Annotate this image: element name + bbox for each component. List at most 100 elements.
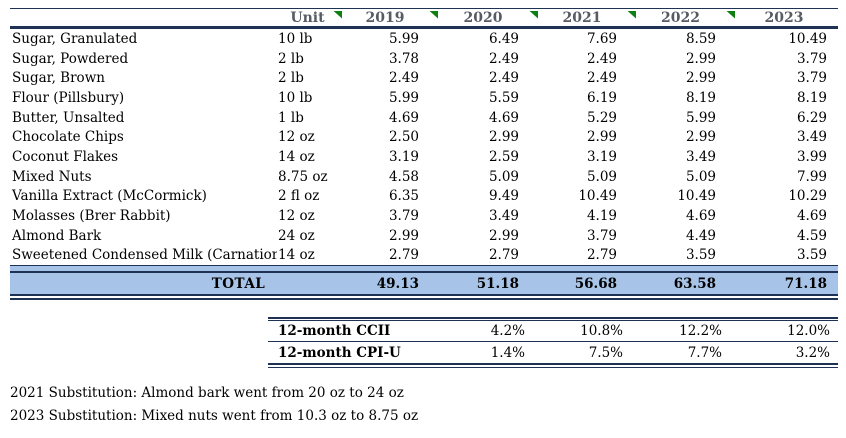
ccii-value-2023[interactable]: 12.0%	[787, 323, 830, 339]
price-cell[interactable]: 2.49	[388, 70, 419, 87]
unit-cell[interactable]: 1 lb	[278, 109, 304, 126]
price-cell[interactable]: 2.49	[586, 70, 617, 87]
item-cell[interactable]: Sweetened Condensed Milk (Carnation	[12, 247, 277, 264]
price-cell[interactable]: 3.19	[586, 148, 617, 165]
price-cell[interactable]: 3.59	[685, 247, 716, 264]
item-cell[interactable]: Sugar, Granulated	[12, 30, 138, 47]
header-year-2020[interactable]: 2020	[429, 10, 533, 26]
price-cell[interactable]: 2.99	[685, 50, 716, 67]
price-cell[interactable]: 2.59	[488, 148, 519, 165]
header-year-2019[interactable]: 2019	[333, 10, 433, 26]
price-cell[interactable]: 10.49	[578, 188, 617, 205]
unit-cell[interactable]: 24 oz	[278, 227, 315, 244]
unit-cell[interactable]: 2 lb	[278, 70, 304, 87]
header-unit[interactable]: Unit	[290, 9, 325, 26]
cpiu-value-2023[interactable]: 3.2%	[795, 344, 830, 361]
price-cell[interactable]: 3.78	[388, 50, 419, 67]
price-cell[interactable]: 3.19	[388, 148, 419, 165]
cpiu-value-2022[interactable]: 7.7%	[687, 344, 722, 361]
price-cell[interactable]: 5.99	[388, 30, 419, 47]
price-cell[interactable]: 5.29	[586, 109, 617, 126]
price-cell[interactable]: 2.99	[685, 129, 716, 146]
price-cell[interactable]: 10.49	[677, 188, 716, 205]
footnote-2023-substitution[interactable]: 2023 Substitution: Mixed nuts went from …	[10, 407, 419, 424]
ccii-value-2022[interactable]: 12.2%	[679, 323, 722, 339]
total-cell[interactable]: 63.58	[673, 275, 716, 292]
price-cell[interactable]: 2.49	[488, 70, 519, 87]
price-cell[interactable]: 10.49	[788, 30, 827, 47]
unit-cell[interactable]: 8.75 oz	[278, 168, 328, 185]
unit-cell[interactable]: 2 fl oz	[278, 188, 320, 205]
price-cell[interactable]: 3.99	[796, 148, 827, 165]
price-cell[interactable]: 4.69	[685, 208, 716, 225]
total-cell[interactable]: 71.18	[784, 275, 827, 292]
item-cell[interactable]: Sugar, Powdered	[12, 50, 129, 67]
price-cell[interactable]: 8.59	[685, 30, 716, 47]
price-cell[interactable]: 2.99	[488, 227, 519, 244]
price-cell[interactable]: 5.99	[388, 89, 419, 106]
price-cell[interactable]: 6.35	[388, 188, 419, 205]
price-cell[interactable]: 7.69	[586, 30, 617, 47]
price-cell[interactable]: 8.19	[685, 89, 716, 106]
unit-cell[interactable]: 2 lb	[278, 50, 304, 67]
price-cell[interactable]: 2.99	[388, 227, 419, 244]
total-cell[interactable]: 51.18	[476, 275, 519, 292]
total-label[interactable]: TOTAL	[211, 275, 266, 292]
item-cell[interactable]: Vanilla Extract (McCormick)	[12, 188, 207, 205]
price-cell[interactable]: 4.69	[388, 109, 419, 126]
price-cell[interactable]: 2.79	[586, 247, 617, 264]
price-cell[interactable]: 5.09	[685, 168, 716, 185]
cpiu-value-2020[interactable]: 1.4%	[490, 344, 525, 361]
unit-cell[interactable]: 14 oz	[278, 148, 315, 165]
item-cell[interactable]: Chocolate Chips	[12, 129, 124, 146]
price-cell[interactable]: 4.58	[388, 168, 419, 185]
price-cell[interactable]: 5.09	[488, 168, 519, 185]
price-cell[interactable]: 4.59	[796, 227, 827, 244]
price-cell[interactable]: 2.79	[488, 247, 519, 264]
price-cell[interactable]: 2.49	[488, 50, 519, 67]
footnote-2021-substitution[interactable]: 2021 Substitution: Almond bark went from…	[10, 385, 404, 401]
cpiu-value-2021[interactable]: 7.5%	[588, 344, 623, 361]
price-cell[interactable]: 10.29	[788, 188, 827, 205]
price-cell[interactable]: 2.50	[388, 129, 419, 146]
price-cell[interactable]: 3.49	[488, 208, 519, 225]
item-cell[interactable]: Flour (Pillsbury)	[12, 89, 125, 106]
price-cell[interactable]: 3.79	[388, 208, 419, 225]
cpiu-label[interactable]: 12-month CPI-U	[278, 344, 401, 361]
header-year-2023[interactable]: 2023	[726, 10, 838, 26]
price-cell[interactable]: 4.19	[586, 208, 617, 225]
ccii-label[interactable]: 12-month CCII	[278, 323, 391, 339]
unit-cell[interactable]: 10 lb	[278, 89, 313, 106]
price-cell[interactable]: 3.79	[586, 227, 617, 244]
price-cell[interactable]: 2.99	[488, 129, 519, 146]
item-cell[interactable]: Butter, Unsalted	[12, 109, 125, 126]
price-cell[interactable]: 6.49	[488, 30, 519, 47]
header-year-2022[interactable]: 2022	[627, 10, 730, 26]
item-cell[interactable]: Molasses (Brer Rabbit)	[12, 208, 171, 225]
ccii-value-2020[interactable]: 4.2%	[490, 323, 525, 339]
price-cell[interactable]: 3.79	[796, 50, 827, 67]
unit-cell[interactable]: 14 oz	[278, 247, 315, 264]
item-cell[interactable]: Coconut Flakes	[12, 148, 119, 165]
price-cell[interactable]: 4.69	[796, 208, 827, 225]
item-cell[interactable]: Sugar, Brown	[12, 70, 105, 87]
total-cell[interactable]: 56.68	[574, 275, 617, 292]
price-cell[interactable]: 2.99	[586, 129, 617, 146]
item-cell[interactable]: Almond Bark	[12, 227, 102, 244]
header-year-2021[interactable]: 2021	[529, 10, 631, 26]
price-cell[interactable]: 6.19	[586, 89, 617, 106]
price-cell[interactable]: 2.99	[685, 70, 716, 87]
price-cell[interactable]: 3.59	[796, 247, 827, 264]
unit-cell[interactable]: 12 oz	[278, 208, 315, 225]
price-cell[interactable]: 5.59	[488, 89, 519, 106]
price-cell[interactable]: 4.69	[488, 109, 519, 126]
price-cell[interactable]: 7.99	[796, 168, 827, 185]
price-cell[interactable]: 3.49	[796, 129, 827, 146]
unit-cell[interactable]: 10 lb	[278, 30, 313, 47]
price-cell[interactable]: 4.49	[685, 227, 716, 244]
price-cell[interactable]: 6.29	[796, 109, 827, 126]
total-cell[interactable]: 49.13	[376, 275, 419, 292]
price-cell[interactable]: 9.49	[488, 188, 519, 205]
item-cell[interactable]: Mixed Nuts	[12, 168, 92, 185]
price-cell[interactable]: 2.79	[388, 247, 419, 264]
